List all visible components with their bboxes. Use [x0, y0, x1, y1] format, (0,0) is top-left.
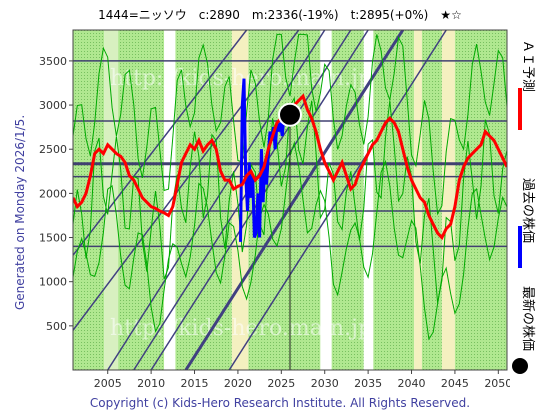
plot-frame [72, 29, 508, 371]
cycle-band [373, 30, 415, 370]
cycle-band [421, 30, 442, 370]
cycle-band [454, 30, 507, 370]
x-tick-label: 2045 [441, 377, 469, 390]
legend-latest-label: 最新の株価 [520, 286, 536, 351]
cycle-band [441, 30, 455, 370]
x-axis: 2005 2010 2015 2020 2025 2030 2035 2040 2045 2050 [94, 370, 510, 390]
legend-ai-swatch [518, 88, 522, 130]
legend-past-label: 過去の株価 [520, 178, 535, 243]
legend-ai-label: ＡＩ予測 [520, 40, 535, 92]
price-chart: http://kids-hero.main.jp http://kids-her… [39, 29, 510, 390]
cycle-band [73, 30, 105, 370]
trend-line [184, 30, 405, 370]
x-tick-label: 2050 [484, 377, 510, 390]
x-tick-label: 2005 [94, 377, 122, 390]
legend-latest-dot [512, 358, 528, 374]
trend-line [73, 30, 248, 256]
y-tick-label: 1500 [39, 232, 67, 245]
x-tick-label: 2035 [354, 377, 382, 390]
legend: ＡＩ予測 過去の株価 最新の株価 [512, 40, 536, 374]
cycle-band [363, 30, 374, 370]
trend-line [73, 30, 300, 331]
x-tick-label: 2030 [311, 377, 339, 390]
generated-note: Generated on Monday 2026/1/5. [13, 115, 27, 310]
x-tick-label: 2015 [181, 377, 209, 390]
y-tick-label: 3000 [39, 99, 67, 112]
trend-line [107, 30, 326, 370]
y-tick-label: 1000 [39, 276, 67, 289]
x-tick-label: 2025 [267, 377, 295, 390]
cycle-band [414, 30, 422, 370]
x-tick-label: 2020 [224, 377, 252, 390]
green-oscillator-line [73, 33, 507, 216]
copyright-footer: Copyright (c) Kids-Hero Research Institu… [89, 396, 471, 410]
latest-price-marker [278, 102, 302, 127]
y-tick-label: 2500 [39, 143, 67, 156]
generated-note-text: Generated on Monday 2026/1/5. [13, 115, 27, 310]
chart-title: 1444=ニッソウ c:2890 m:2336(-19%) t:2895(+0%… [98, 8, 462, 22]
watermark-top: http://kids-hero.main.jp [110, 66, 372, 91]
trend-line [228, 30, 447, 370]
x-tick-label: 2010 [137, 377, 165, 390]
x-tick-label: 2040 [398, 377, 426, 390]
series-past-price [239, 78, 289, 242]
cycle-band [164, 30, 176, 370]
y-tick-label: 3500 [39, 55, 67, 68]
legend-past-swatch [518, 226, 522, 268]
watermark-bottom: http://kids-hero.main.jp [110, 316, 372, 341]
y-tick-label: 2000 [39, 187, 67, 200]
y-axis: 500 1000 1500 2000 2500 3000 3500 [39, 55, 73, 333]
y-tick-label: 500 [46, 320, 67, 333]
